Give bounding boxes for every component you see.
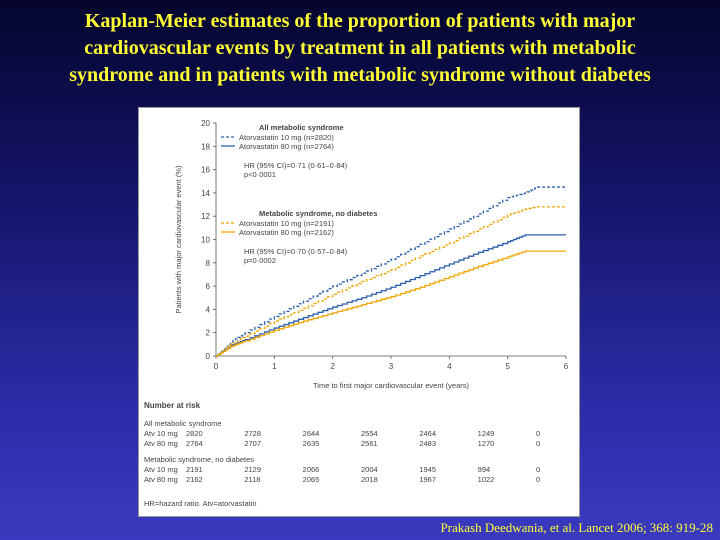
x-tick-label: 4 — [447, 362, 452, 371]
legend-heading: Metabolic syndrome, no diabetes — [259, 209, 377, 218]
y-tick-label: 10 — [201, 236, 210, 245]
risk-table-value: 2118 — [244, 475, 260, 484]
risk-table-value: 0 — [536, 429, 540, 438]
legend-entry-label: Atorvastatin 10 mg (n=2820) — [239, 133, 334, 142]
risk-table-value: 1022 — [478, 475, 495, 484]
chart-footnote: HR=hazard ratio. Atv=atorvastatin — [144, 499, 257, 508]
risk-table-value: 2483 — [419, 439, 436, 448]
risk-table-value: 2707 — [244, 439, 261, 448]
slide-title-line-2: cardiovascular events by treatment in al… — [84, 37, 636, 59]
kaplan-meier-figure: 0 2 4 6 8 10 12 14 16 18 20 0 1 2 3 4 5 6 Time to first ma… — [138, 107, 580, 517]
risk-table-value: 2561 — [361, 439, 378, 448]
y-tick-label: 8 — [206, 259, 211, 268]
x-tick-label: 6 — [564, 362, 569, 371]
legend-stat-text: HR (95% CI)=0·70 (0·57–0·84) — [244, 247, 348, 256]
risk-table-value: 2191 — [186, 465, 203, 474]
legend-stat-text: HR (95% CI)=0·71 (0·61–0·84) — [244, 161, 348, 170]
risk-table-value: 2644 — [303, 429, 320, 438]
legend-entry-label: Atorvastatin 80 mg (n=2162) — [239, 228, 334, 237]
legend-stat-text: p=0·0002 — [244, 256, 276, 265]
y-axis-label: Patients with major cardiovascular event… — [174, 165, 183, 313]
risk-table-row-label: Atv 10 mg — [144, 465, 178, 474]
x-tick-label: 3 — [389, 362, 394, 371]
y-tick-label: 18 — [201, 142, 210, 151]
km-curve-series-3 — [216, 206, 566, 357]
x-tick-label: 0 — [214, 362, 219, 371]
risk-table-group-label: Metabolic syndrome, no diabetes — [144, 455, 254, 464]
risk-table-value: 2554 — [361, 429, 378, 438]
legend-entry-label: Atorvastatin 80 mg (n=2764) — [239, 142, 334, 151]
citation: Prakash Deedwania, et al. Lancet 2006; 3… — [440, 520, 713, 535]
risk-table-value: 2764 — [186, 439, 203, 448]
risk-table-value: 2728 — [244, 429, 261, 438]
y-tick-label: 2 — [206, 329, 211, 338]
y-tick-label: 4 — [206, 305, 211, 314]
risk-table-value: 2004 — [361, 465, 378, 474]
risk-table-value: 1270 — [478, 439, 495, 448]
risk-table-value: 2820 — [186, 429, 203, 438]
risk-table-group-label: All metabolic syndrome — [144, 419, 222, 428]
risk-table-title: Number at risk — [144, 401, 201, 410]
y-tick-label: 6 — [206, 282, 211, 291]
risk-table-value: 2065 — [303, 475, 320, 484]
legend-entry-label: Atorvastatin 10 mg (n=2191) — [239, 219, 334, 228]
risk-table-value: 2066 — [303, 465, 320, 474]
risk-table-value: 0 — [536, 475, 540, 484]
risk-table-value: 0 — [536, 439, 540, 448]
risk-table-value: 2464 — [419, 429, 436, 438]
risk-table-value: 2635 — [303, 439, 320, 448]
legend-heading: All metabolic syndrome — [259, 123, 344, 132]
slide-title-line-3: syndrome and in patients with metabolic … — [69, 64, 651, 86]
x-tick-label: 2 — [330, 362, 335, 371]
risk-table-value: 2129 — [244, 465, 261, 474]
risk-table-row-label: Atv 10 mg — [144, 429, 178, 438]
y-tick-label: 20 — [201, 119, 210, 128]
risk-table-value: 1249 — [478, 429, 495, 438]
km-curve-series-4 — [216, 250, 566, 357]
risk-table-value: 2018 — [361, 475, 378, 484]
risk-table-value: 1967 — [419, 475, 436, 484]
risk-table-value: 994 — [478, 465, 491, 474]
x-tick-label: 5 — [505, 362, 510, 371]
risk-table-value: 0 — [536, 465, 540, 474]
slide-title: Kaplan-Meier estimates of the proportion… — [0, 8, 720, 89]
risk-table-row-label: Atv 80 mg — [144, 475, 178, 484]
km-curve-series-1 — [216, 186, 566, 357]
risk-table-value: 1945 — [419, 465, 436, 474]
risk-table-row-label: Atv 80 mg — [144, 439, 178, 448]
x-axis-label: Time to first major cardiovascular event… — [313, 381, 470, 390]
x-tick-label: 1 — [272, 362, 277, 371]
y-tick-label: 0 — [206, 352, 211, 361]
legend-stat-text: p<0·0001 — [244, 170, 276, 179]
y-tick-label: 16 — [201, 166, 210, 175]
risk-table-value: 2162 — [186, 475, 203, 484]
y-tick-label: 14 — [201, 189, 210, 198]
y-tick-label: 12 — [201, 212, 210, 221]
slide-title-line-1: Kaplan-Meier estimates of the proportion… — [84, 10, 636, 32]
